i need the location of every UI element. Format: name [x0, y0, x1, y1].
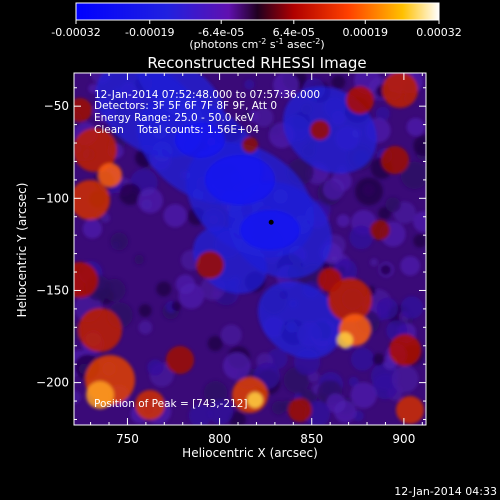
colorbar-tick-label: -0.00019 — [125, 26, 174, 39]
annotation-energy-range: Energy Range: 25.0 - 50.0 keV — [94, 112, 255, 124]
colorbar-tick-label: 6.4e-05 — [273, 26, 315, 39]
y-axis-label: Heliocentric Y (arcsec) — [15, 183, 29, 318]
colorbar-tick-label: -0.00032 — [51, 26, 100, 39]
colorbar-tick-label: -6.4e-05 — [198, 26, 244, 39]
y-axis-tick-labels: −200 −150 −100 −50 — [36, 99, 69, 389]
x-tick-label: 850 — [300, 432, 323, 446]
y-axis-ticks — [74, 87, 426, 420]
colorbar-ticks — [75, 20, 440, 24]
x-tick-label: 750 — [116, 432, 139, 446]
annotation-time-range: 12-Jan-2014 07:52:48.000 to 07:57:36.000 — [94, 89, 320, 101]
annotation-method-counts: Clean Total counts: 1.56E+04 — [94, 124, 259, 136]
colorbar — [75, 2, 440, 21]
plot-frame — [73, 72, 427, 426]
y-tick-label: −50 — [44, 99, 69, 113]
colorbar-tick-labels: -0.00032 -0.00019 -6.4e-05 6.4e-05 0.00019 0.… — [51, 26, 461, 39]
x-axis-ticks — [90, 73, 423, 425]
footer-timestamp: 12-Jan-2014 04:33 — [394, 485, 497, 498]
y-tick-label: −150 — [36, 283, 69, 297]
colorbar-tick-label: 0.00019 — [343, 26, 389, 39]
colorbar-unit-label: (photons cm-2 s-1 asec-2) — [189, 37, 324, 51]
plot-title: Reconstructed RHESSI Image — [147, 54, 366, 72]
x-tick-label: 800 — [208, 432, 231, 446]
y-tick-label: −200 — [36, 376, 69, 390]
annotation-peak-position: Position of Peak = [743,-212] — [94, 398, 248, 410]
rhessi-image — [74, 73, 426, 425]
x-axis-label: Heliocentric X (arcsec) — [182, 446, 318, 460]
y-tick-label: −100 — [36, 191, 69, 205]
peak-marker — [268, 219, 274, 225]
annotation-detectors: Detectors: 3F 5F 6F 7F 8F 9F, Att 0 — [94, 100, 277, 112]
colorbar-tick-label: 0.00032 — [416, 26, 462, 39]
x-tick-label: 900 — [392, 432, 415, 446]
x-axis-tick-labels: 750 800 850 900 — [116, 432, 415, 446]
